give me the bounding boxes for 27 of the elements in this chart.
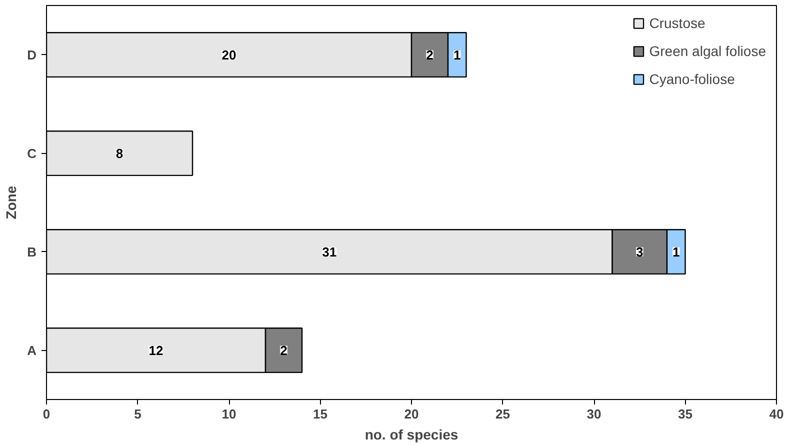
x-tick-label: 40	[769, 406, 784, 422]
data-label: 12	[148, 342, 164, 358]
legend-label: Crustose	[649, 15, 706, 31]
data-label: 2	[280, 342, 288, 358]
data-label: 20	[222, 47, 236, 62]
x-tick-label: 5	[134, 406, 142, 422]
legend-label: Cyano-foliose	[649, 71, 735, 87]
x-tick-label: 30	[586, 406, 602, 422]
legend-label: Green algal foliose	[649, 43, 766, 59]
data-label: 2	[426, 47, 434, 62]
x-tick-label: 0	[42, 406, 50, 422]
y-tick-label: D	[27, 47, 36, 62]
x-tick-label: 15	[313, 406, 328, 422]
y-axis-title: Zone	[3, 186, 20, 220]
x-tick-label: 10	[222, 406, 236, 422]
y-tick-label: A	[27, 342, 38, 358]
y-tick-label: B	[27, 244, 36, 260]
x-tick-label: 20	[404, 406, 419, 422]
data-label: 1	[454, 47, 461, 62]
data-label: 3	[636, 244, 644, 260]
x-tick-label: 35	[678, 406, 692, 422]
data-label: 8	[116, 146, 124, 161]
y-tick-label: C	[27, 146, 38, 161]
data-label: 31	[322, 244, 337, 260]
x-axis-title: no. of species	[364, 426, 458, 442]
x-tick-label: 25	[496, 406, 510, 422]
data-label: 1	[672, 244, 680, 260]
